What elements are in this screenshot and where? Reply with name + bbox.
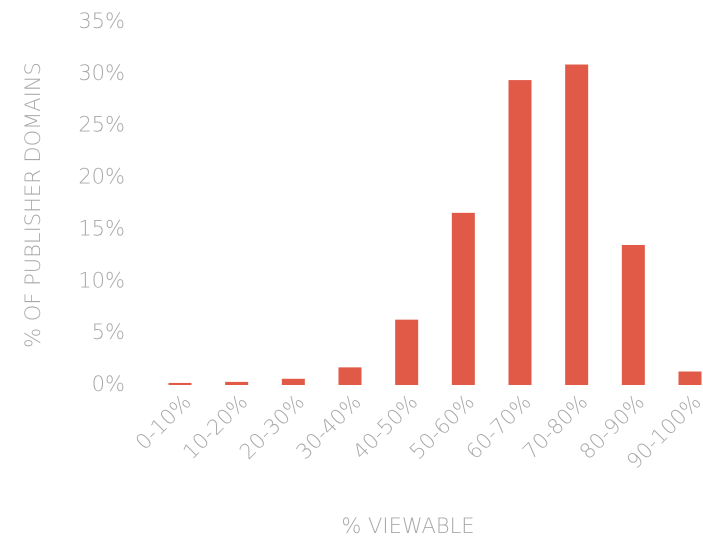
y-tick-label: 5%	[92, 320, 125, 344]
y-tick-label: 35%	[78, 9, 125, 33]
y-axis-label: % OF PUBLISHER DOMAINS	[21, 62, 45, 348]
y-tick-label: 15%	[78, 216, 125, 240]
y-tick-label: 25%	[78, 113, 125, 137]
bar	[451, 212, 475, 385]
bar	[678, 371, 702, 385]
y-tick-label: 20%	[78, 165, 125, 189]
y-tick-label: 10%	[78, 268, 125, 292]
y-tick-label: 30%	[78, 61, 125, 85]
bar	[225, 381, 249, 385]
x-axis-label: % VIEWABLE	[341, 514, 474, 538]
bar	[621, 244, 645, 385]
bar	[281, 378, 305, 385]
bar	[395, 319, 419, 385]
bar	[565, 64, 589, 385]
bar	[338, 367, 362, 385]
bar	[168, 382, 192, 385]
bar	[508, 80, 532, 385]
y-tick-label: 0%	[92, 372, 125, 396]
